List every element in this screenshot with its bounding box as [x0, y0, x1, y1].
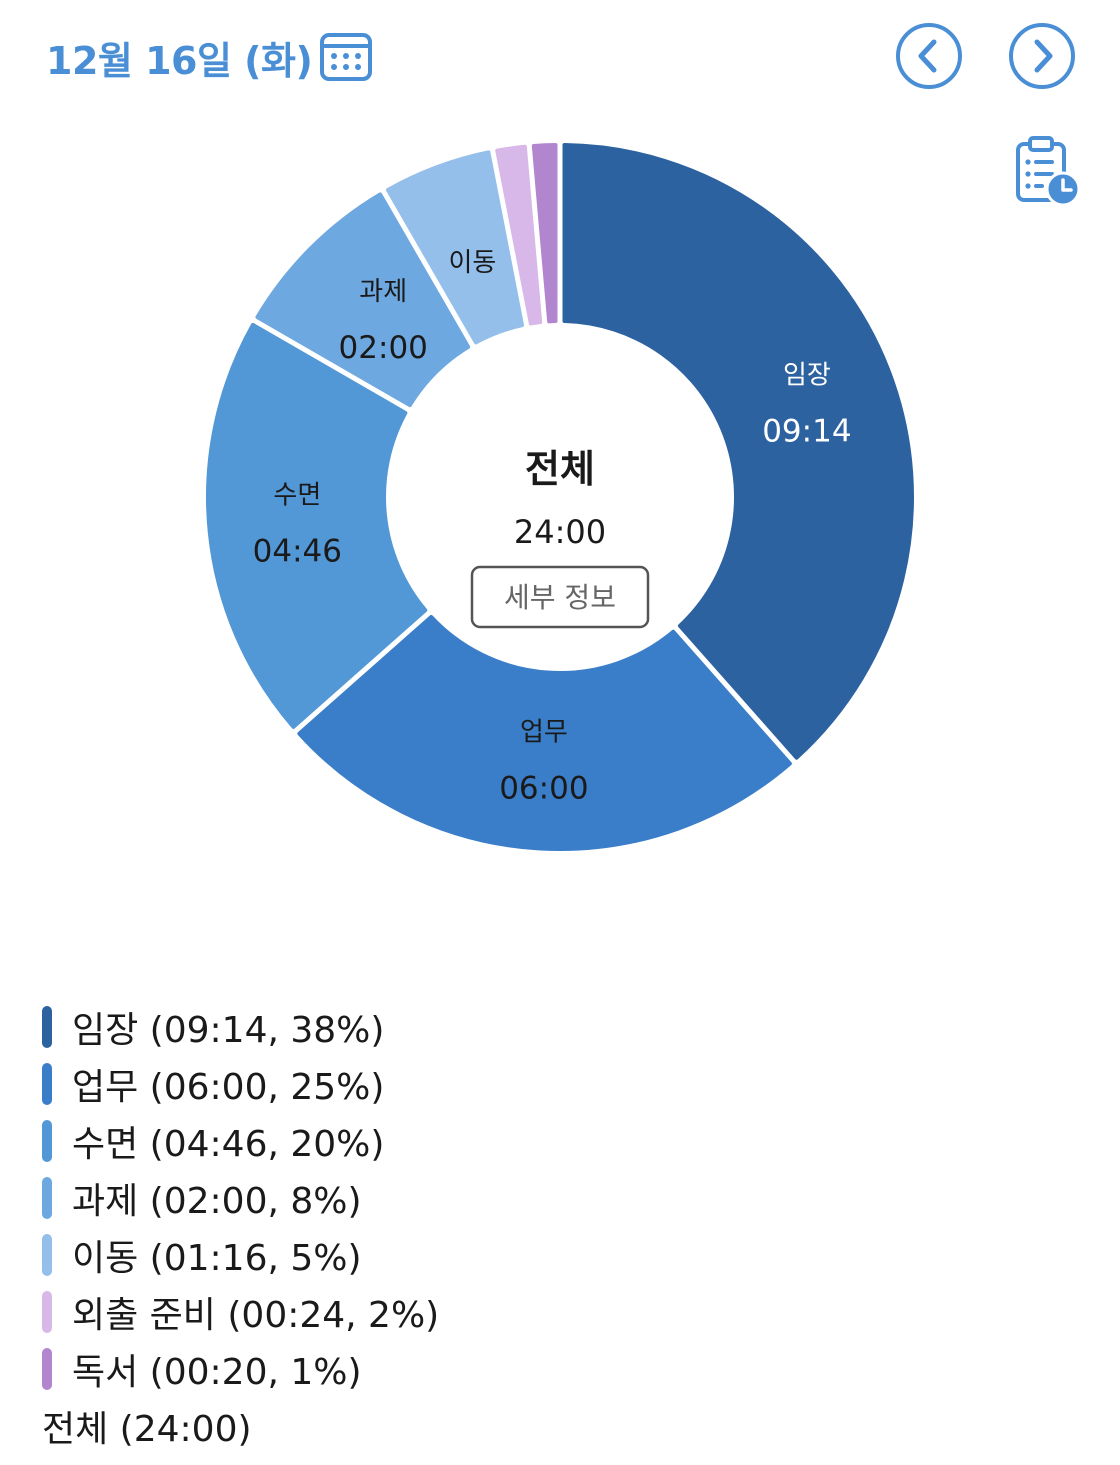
- legend-item: 수면 (04:46, 20%): [42, 1112, 439, 1169]
- legend-label: 수면 (04:46, 20%): [72, 1123, 385, 1165]
- chevron-right-icon[interactable]: [1008, 22, 1076, 90]
- slice-time-0: 09:14: [762, 413, 851, 449]
- slice-time-3: 02:00: [339, 330, 428, 366]
- legend-item: 업무 (06:00, 25%): [42, 1055, 439, 1112]
- date-title[interactable]: 12월 16일 (화): [46, 39, 313, 83]
- slice-label-0: 임장: [783, 360, 831, 390]
- slice-2[interactable]: [206, 322, 428, 729]
- slice-time-1: 06:00: [499, 771, 588, 807]
- legend-swatch: [42, 1062, 52, 1105]
- slice-label-2: 수면: [273, 480, 321, 510]
- detail-button[interactable]: 세부 정보: [470, 565, 650, 629]
- slices-group: [206, 143, 914, 851]
- detail-button-label[interactable]: 세부 정보: [504, 581, 616, 614]
- slice-0[interactable]: [562, 143, 914, 760]
- clipboard-clock-icon[interactable]: [1012, 134, 1082, 210]
- legend-item: 외출 준비 (00:24, 2%): [42, 1283, 439, 1340]
- slice-3[interactable]: [255, 192, 471, 408]
- legend-total: 전체 (24:00): [42, 1408, 252, 1450]
- legend: 임장 (09:14, 38%) 업무 (06:00, 25%) 수면 (04:46,…: [42, 998, 439, 1454]
- slice-5[interactable]: [495, 144, 543, 326]
- legend-item: 임장 (09:14, 38%): [42, 998, 439, 1055]
- slice-label-4: 이동: [449, 248, 497, 278]
- legend-label: 업무 (06:00, 25%): [72, 1066, 385, 1108]
- slice-label-3: 과제: [359, 277, 407, 307]
- legend-swatch: [42, 1119, 52, 1162]
- center-title: 전체: [525, 447, 595, 491]
- legend-swatch: [42, 1005, 52, 1048]
- center-info: 전체 24:00 세부 정보: [470, 447, 650, 629]
- calendar-icon[interactable]: [318, 28, 374, 84]
- slice-1[interactable]: [297, 614, 792, 851]
- legend-rows: 임장 (09:14, 38%) 업무 (06:00, 25%) 수면 (04:46,…: [42, 998, 439, 1397]
- slice-6[interactable]: [531, 143, 558, 324]
- legend-label: 독서 (00:20, 1%): [72, 1351, 362, 1393]
- slice-labels-group: 임장 09:14 업무 06:00 수면 04:46 과제 02:00 이동: [253, 248, 852, 807]
- legend-item: 독서 (00:20, 1%): [42, 1340, 439, 1397]
- legend-item: 과제 (02:00, 8%): [42, 1169, 439, 1226]
- slice-time-2: 04:46: [253, 533, 342, 569]
- legend-label: 임장 (09:14, 38%): [72, 1009, 385, 1051]
- center-total: 24:00: [514, 513, 606, 551]
- slice-label-1: 업무: [520, 718, 568, 748]
- header-bar: 12월 16일 (화): [0, 0, 1120, 110]
- legend-swatch: [42, 1176, 52, 1219]
- legend-label: 이동 (01:16, 5%): [72, 1237, 362, 1279]
- chevron-left-icon[interactable]: [895, 22, 963, 90]
- legend-swatch: [42, 1347, 52, 1390]
- legend-swatch: [42, 1290, 52, 1333]
- slice-4[interactable]: [385, 150, 525, 345]
- donut-chart-svg: 임장 09:14 업무 06:00 수면 04:46 과제 02:00 이동 전체 24:00 …: [206, 143, 914, 851]
- donut-chart: 임장 09:14 업무 06:00 수면 04:46 과제 02:00 이동 전체 24:00 …: [0, 120, 1120, 880]
- legend-label: 과제 (02:00, 8%): [72, 1180, 362, 1222]
- legend-label: 외출 준비 (00:24, 2%): [72, 1294, 440, 1336]
- legend-swatch: [42, 1233, 52, 1276]
- legend-item: 이동 (01:16, 5%): [42, 1226, 439, 1283]
